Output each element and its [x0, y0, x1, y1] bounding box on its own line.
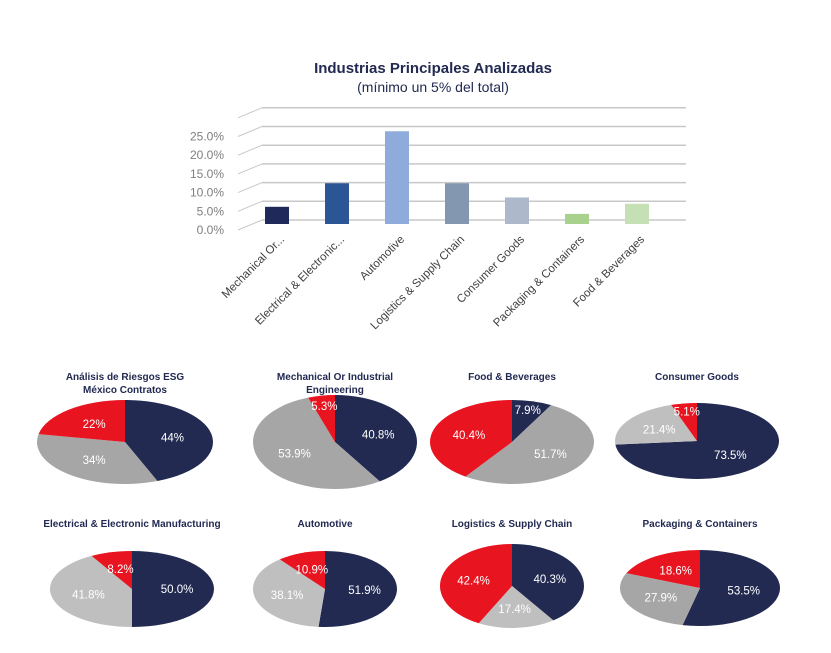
bar: [565, 213, 589, 224]
pie-data-label: 5.1%: [674, 407, 700, 419]
gridline-depth: [237, 182, 263, 194]
bar-chart-title: Industrias Principales Analizadas: [314, 60, 552, 77]
pie-slice: [279, 551, 325, 589]
pie-data-label: 40.4%: [453, 430, 486, 442]
y-tick-label: 25.0%: [190, 130, 224, 144]
pie-title: Food & Beverages: [468, 372, 556, 383]
pie-slice: [439, 544, 512, 624]
pie-title: México Contratos: [83, 385, 167, 396]
pie-data-label: 42.4%: [457, 576, 490, 588]
bar: [265, 206, 289, 224]
gridline-depth: [237, 144, 263, 156]
pie-title: Packaging & Containers: [642, 519, 757, 530]
pie-data-label: 53.5%: [727, 585, 760, 597]
pie-data-label: 51.9%: [348, 585, 381, 597]
pie-slice: [478, 586, 554, 629]
pie-data-label: 21.4%: [643, 425, 676, 437]
pie-data-label: 50.0%: [161, 584, 194, 596]
pie-data-label: 51.7%: [534, 449, 567, 461]
pie-slice: [125, 400, 213, 482]
pie-title: Automotive: [298, 519, 353, 530]
pie-slice: [512, 544, 584, 621]
pie-data-label: 53.9%: [278, 448, 311, 460]
gridline-depth: [237, 107, 263, 119]
pie-title: Electrical & Electronic Manufacturing: [43, 519, 220, 530]
x-tick-label: Automotive: [358, 234, 407, 283]
pie-slice: [91, 551, 132, 589]
pie-data-label: 8.2%: [107, 564, 133, 576]
pie-title: Logistics & Supply Chain: [452, 519, 573, 530]
pie-slice: [253, 559, 325, 627]
pie-data-label: 7.9%: [515, 405, 541, 417]
bar: [505, 197, 529, 224]
bar-chart-subtitle: (mínimo un 5% del total): [357, 79, 509, 95]
pie-data-label: 5.3%: [311, 401, 337, 413]
pie-data-label: 27.9%: [645, 593, 678, 605]
y-tick-label: 15.0%: [190, 167, 224, 181]
pie-slice: [132, 551, 214, 627]
bar: [385, 131, 409, 224]
gridline-depth: [237, 126, 263, 137]
pie-slice: [335, 395, 417, 482]
pie-slice: [615, 403, 779, 480]
pie-data-label: 22%: [83, 419, 106, 431]
pie-slice: [615, 404, 697, 445]
pie-data-label: 18.6%: [659, 566, 692, 578]
pie-slice: [318, 551, 398, 627]
pie-data-label: 40.8%: [362, 430, 395, 442]
pie-data-label: 73.5%: [714, 450, 747, 462]
pie-slice: [50, 555, 133, 627]
bar: [625, 203, 649, 224]
pie-slice: [626, 550, 700, 588]
pie-slice: [308, 395, 335, 442]
bar: [445, 183, 469, 224]
pie-slice: [252, 397, 380, 490]
y-tick-label: 10.0%: [190, 186, 224, 200]
pie-data-label: 38.1%: [271, 590, 304, 602]
gridline-depth: [237, 163, 263, 175]
pie-title: Análisis de Riesgos ESG: [66, 372, 185, 383]
pie-data-label: 41.8%: [72, 589, 105, 601]
gridline-depth: [237, 200, 263, 212]
pie-data-label: 17.4%: [498, 604, 531, 616]
pie-slice: [465, 405, 595, 485]
pie-slice: [38, 400, 125, 442]
pie-title: Engineering: [306, 385, 364, 396]
pie-slice: [512, 400, 552, 442]
pie-slice: [620, 573, 700, 626]
pie-slice: [37, 434, 158, 484]
y-tick-label: 20.0%: [190, 148, 224, 162]
pie-slice: [671, 403, 697, 441]
pie-slice: [682, 550, 781, 626]
y-tick-label: 5.0%: [197, 204, 225, 218]
x-tick-label: Mechanical Or...: [220, 234, 287, 301]
pie-data-label: 44%: [161, 433, 184, 445]
pie-title: Consumer Goods: [655, 372, 739, 383]
gridline-depth: [237, 219, 263, 231]
pie-slice: [429, 400, 512, 477]
y-tick-label: 0.0%: [197, 223, 225, 237]
pie-data-label: 40.3%: [533, 574, 566, 586]
bar: [325, 183, 349, 224]
pie-data-label: 10.9%: [296, 564, 329, 576]
pie-title: Mechanical Or Industrial: [277, 372, 393, 383]
pie-data-label: 34%: [83, 455, 106, 467]
